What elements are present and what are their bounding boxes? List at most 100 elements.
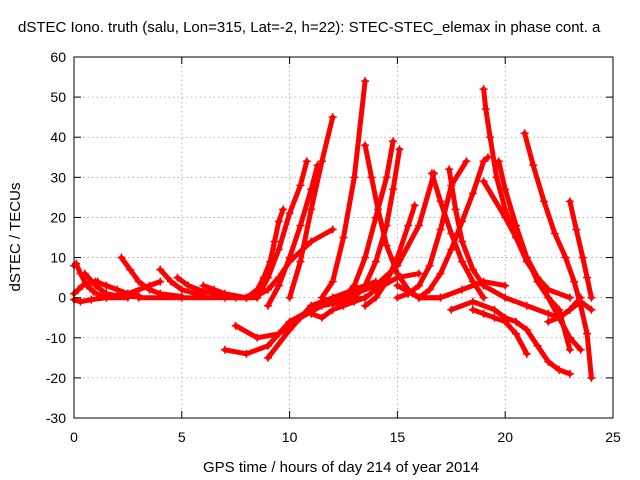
data-point xyxy=(468,305,477,314)
data-point xyxy=(184,281,193,290)
data-point xyxy=(220,345,229,354)
data-point xyxy=(361,293,370,302)
data-point xyxy=(279,205,288,214)
data-point xyxy=(253,333,262,342)
series-16 xyxy=(285,113,337,302)
data-point xyxy=(395,145,404,154)
data-point xyxy=(570,277,579,286)
data-point xyxy=(117,253,126,262)
series-9 xyxy=(173,273,229,300)
data-point xyxy=(91,277,100,286)
data-point xyxy=(285,325,294,334)
data-point xyxy=(479,177,488,186)
data-point xyxy=(350,289,359,298)
data-point xyxy=(583,329,592,338)
series-26 xyxy=(361,201,419,310)
series-trace xyxy=(103,279,163,301)
x-tick-label: 20 xyxy=(497,429,513,445)
data-point xyxy=(404,221,413,230)
data-point xyxy=(382,241,391,250)
data-point xyxy=(522,301,531,310)
data-point xyxy=(264,273,273,282)
data-point xyxy=(307,205,316,214)
series-13 xyxy=(242,205,288,302)
data-point xyxy=(167,277,176,286)
data-point xyxy=(134,277,143,286)
data-point xyxy=(481,105,490,114)
grid-lines xyxy=(74,57,613,418)
data-point xyxy=(231,293,240,302)
data-points xyxy=(70,77,596,382)
x-tick-labels: 0 5 10 15 20 25 xyxy=(70,429,621,445)
data-point xyxy=(264,285,273,294)
data-point xyxy=(522,349,531,358)
series-33 xyxy=(447,297,574,378)
data-point xyxy=(501,185,510,194)
series-35 xyxy=(479,177,585,354)
data-point xyxy=(565,345,574,354)
data-point xyxy=(307,309,316,318)
series-15 xyxy=(264,161,322,310)
data-point xyxy=(561,253,570,262)
data-point xyxy=(511,221,520,230)
data-point xyxy=(565,293,574,302)
data-point xyxy=(274,245,283,254)
data-point xyxy=(78,281,87,290)
data-point xyxy=(436,225,445,234)
data-point xyxy=(317,313,326,322)
data-point xyxy=(389,185,398,194)
data-point xyxy=(74,285,83,294)
data-point xyxy=(264,341,273,350)
data-point xyxy=(134,293,143,302)
data-point xyxy=(587,373,596,382)
data-point xyxy=(361,301,370,310)
y-tick-label: -20 xyxy=(46,370,66,386)
y-tick-label: 30 xyxy=(50,169,66,185)
data-point xyxy=(550,229,559,238)
data-point xyxy=(565,369,574,378)
x-tick-label: 25 xyxy=(605,429,621,445)
chart-title: dSTEC Iono. truth (salu, Lon=315, Lat=-2… xyxy=(18,19,601,36)
series-trace xyxy=(175,275,228,299)
data-point xyxy=(177,285,186,294)
data-point xyxy=(447,245,456,254)
data-point xyxy=(177,293,186,302)
data-point xyxy=(339,301,348,310)
series-14 xyxy=(253,157,311,302)
data-point xyxy=(479,309,488,318)
data-point xyxy=(483,153,492,162)
data-point xyxy=(468,189,477,198)
series-trace xyxy=(254,158,310,301)
data-point xyxy=(87,295,96,304)
data-point xyxy=(317,157,326,166)
data-point xyxy=(264,301,273,310)
series-40 xyxy=(393,277,510,302)
data-point xyxy=(425,261,434,270)
data-point xyxy=(458,217,467,226)
data-point xyxy=(583,273,592,282)
data-point xyxy=(393,273,402,282)
data-point xyxy=(565,305,574,314)
data-point xyxy=(468,297,477,306)
data-point xyxy=(544,293,553,302)
data-point xyxy=(425,285,434,294)
y-tick-labels: -30 -20 -10 0 10 20 30 40 50 60 xyxy=(46,49,66,426)
data-point xyxy=(522,325,531,334)
data-point xyxy=(317,293,326,302)
data-point xyxy=(102,281,111,290)
data-point xyxy=(382,221,391,230)
data-point xyxy=(80,269,89,278)
data-point xyxy=(458,285,467,294)
data-point xyxy=(382,173,391,182)
data-point xyxy=(587,293,596,302)
data-point xyxy=(371,293,380,302)
data-point xyxy=(479,157,488,166)
data-point xyxy=(565,197,574,206)
axis-ticks xyxy=(73,56,614,419)
data-point xyxy=(307,301,316,310)
data-point xyxy=(89,287,98,296)
data-point xyxy=(520,129,529,138)
x-tick-label: 0 xyxy=(70,429,78,445)
data-point xyxy=(242,293,251,302)
